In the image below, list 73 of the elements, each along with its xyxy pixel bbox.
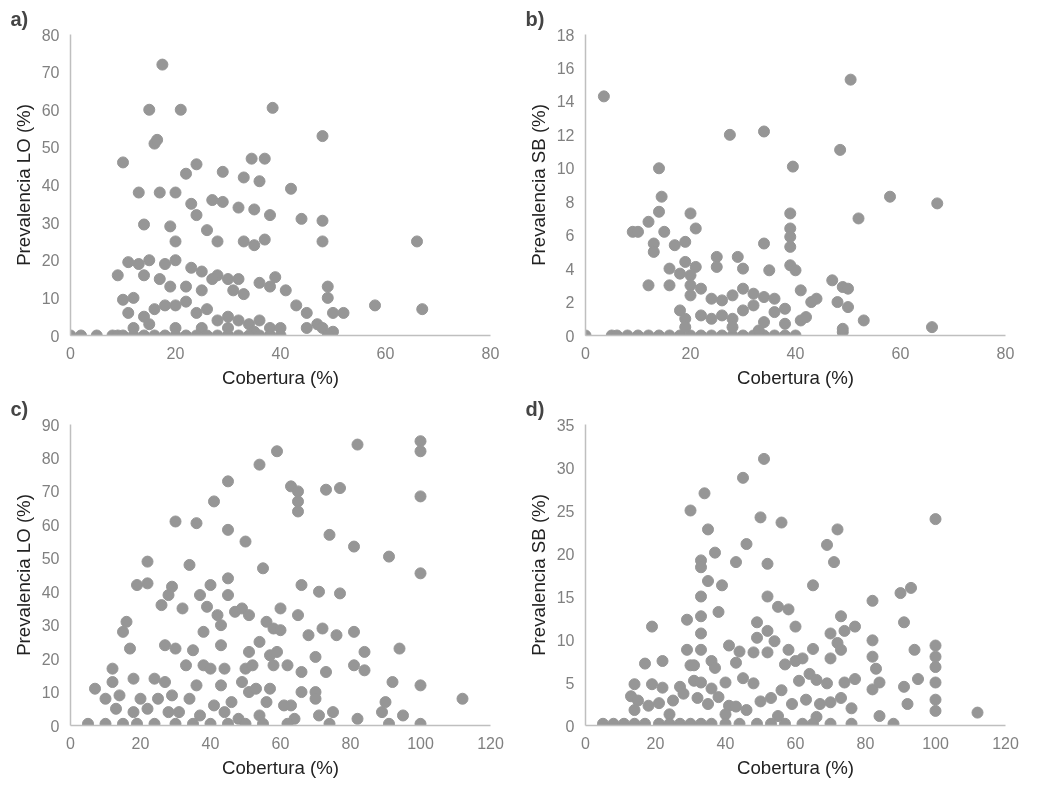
y-tick-label: 0 [50,717,60,735]
y-tick-label: 70 [41,64,60,82]
x-tick-label: 120 [477,734,504,752]
y-axis-title: Prevalencia SB (%) [527,494,549,656]
x-tick-label: 80 [481,344,500,362]
y-tick-label: 0 [565,717,575,735]
chart-title: d) [525,397,545,420]
y-axis-title: Prevalencia LO (%) [12,104,34,266]
x-tick-label: 80 [996,344,1015,362]
y-tick-label: 20 [41,650,60,668]
y-tick-label: 40 [41,583,60,601]
y-tick-label: 50 [41,139,60,157]
y-tick-label: 18 [556,26,575,44]
x-tick-label: 40 [271,344,290,362]
x-tick-label: 40 [716,734,735,752]
y-tick-label: 20 [41,252,60,270]
y-tick-label: 30 [556,459,575,477]
y-tick-label: 40 [41,177,60,194]
x-tick-label: 100 [407,734,434,752]
y-tick-label: 30 [41,214,60,232]
x-tick-label: 40 [786,344,805,362]
y-tick-label: 12 [556,126,575,144]
x-tick-label: 60 [271,734,290,752]
x-tick-label: 0 [581,344,591,362]
x-tick-label: 20 [646,734,665,752]
y-tick-label: 0 [565,327,575,345]
y-tick-label: 10 [556,631,575,649]
y-tick-label: 2 [565,294,575,312]
chart-title: c) [10,397,29,420]
x-tick-label: 0 [581,734,591,752]
y-tick-label: 60 [41,516,60,534]
y-tick-label: 5 [565,674,575,692]
x-axis-title: Cobertura (%) [736,756,855,778]
y-tick-label: 50 [41,550,60,568]
y-tick-label: 80 [41,26,60,44]
x-tick-label: 40 [201,734,220,752]
x-tick-label: 60 [891,344,910,362]
x-tick-label: 20 [166,344,185,362]
chart-title: a) [10,7,29,30]
y-tick-label: 10 [41,684,60,702]
y-tick-label: 90 [41,416,60,434]
y-tick-label: 25 [556,502,575,520]
x-tick-label: 120 [992,734,1019,752]
x-axis-title: Cobertura (%) [221,756,340,778]
y-tick-label: 35 [556,416,575,434]
x-tick-label: 60 [786,734,805,752]
y-tick-label: 10 [41,289,60,307]
y-tick-label: 70 [41,483,60,501]
y-tick-label: 16 [556,59,575,77]
x-tick-label: 0 [66,344,76,362]
y-axis-title: Prevalencia SB (%) [527,104,549,266]
x-tick-label: 20 [681,344,700,362]
y-tick-label: 15 [556,588,575,606]
x-tick-label: 60 [376,344,395,362]
y-tick-label: 80 [41,449,60,467]
y-tick-label: 60 [41,101,60,119]
y-tick-label: 20 [556,545,575,563]
y-tick-label: 30 [41,617,60,635]
x-axis-title: Cobertura (%) [221,366,340,388]
x-tick-label: 0 [66,734,76,752]
x-tick-label: 80 [341,734,360,752]
y-tick-label: 8 [565,193,575,211]
y-tick-label: 6 [565,227,575,245]
x-tick-label: 80 [856,734,875,752]
x-tick-label: 100 [922,734,949,752]
y-axis-title: Prevalencia LO (%) [12,494,34,656]
y-tick-label: 14 [556,93,575,111]
y-tick-label: 4 [565,260,575,278]
x-axis-title: Cobertura (%) [736,366,855,388]
x-tick-label: 20 [131,734,150,752]
y-tick-label: 10 [556,160,575,178]
chart-title: b) [525,7,545,30]
y-tick-label: 0 [50,327,60,345]
